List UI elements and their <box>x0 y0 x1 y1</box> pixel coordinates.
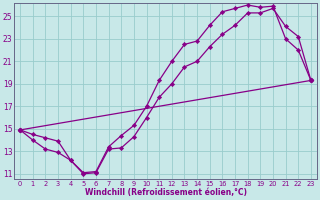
X-axis label: Windchill (Refroidissement éolien,°C): Windchill (Refroidissement éolien,°C) <box>84 188 246 197</box>
